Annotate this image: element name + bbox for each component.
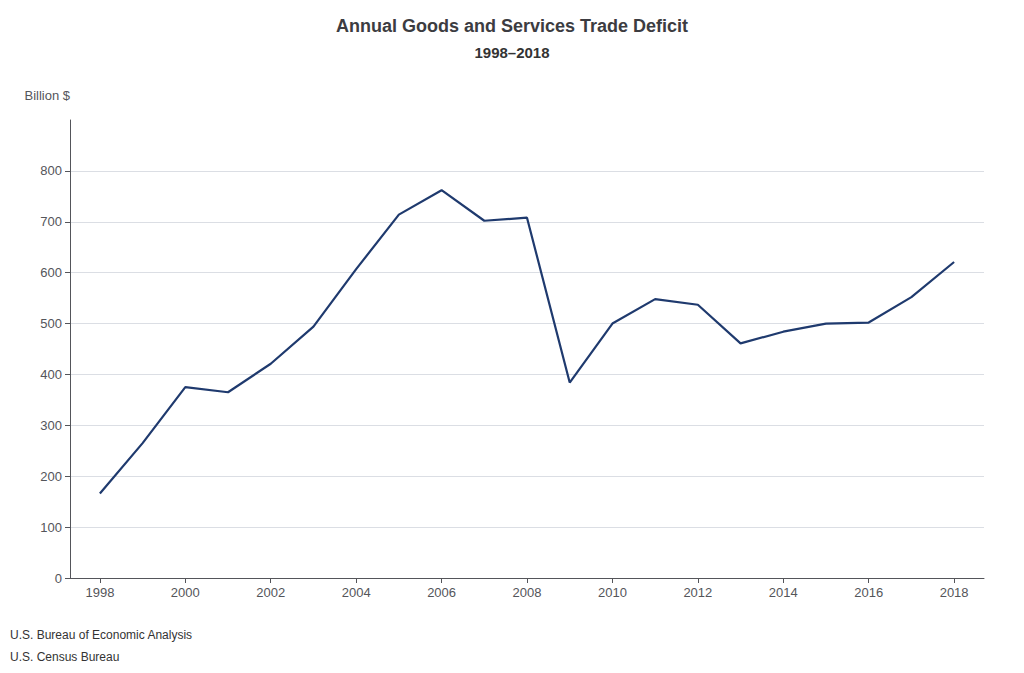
svg-text:700: 700	[40, 214, 62, 229]
svg-text:600: 600	[40, 265, 62, 280]
svg-text:400: 400	[40, 367, 62, 382]
svg-text:800: 800	[40, 163, 62, 178]
svg-text:2014: 2014	[769, 585, 798, 600]
svg-text:1998–2018: 1998–2018	[474, 44, 549, 61]
svg-text:Billion $: Billion $	[24, 88, 70, 103]
svg-text:2000: 2000	[171, 585, 200, 600]
svg-text:U.S. Census Bureau: U.S. Census Bureau	[10, 650, 119, 664]
svg-text:2004: 2004	[342, 585, 371, 600]
svg-text:2002: 2002	[256, 585, 285, 600]
svg-text:1998: 1998	[85, 585, 114, 600]
svg-text:2016: 2016	[854, 585, 883, 600]
svg-text:2012: 2012	[683, 585, 712, 600]
svg-text:100: 100	[40, 520, 62, 535]
svg-text:2006: 2006	[427, 585, 456, 600]
svg-text:200: 200	[40, 469, 62, 484]
svg-text:500: 500	[40, 316, 62, 331]
svg-text:2018: 2018	[940, 585, 969, 600]
svg-text:2008: 2008	[513, 585, 542, 600]
svg-text:2010: 2010	[598, 585, 627, 600]
svg-text:300: 300	[40, 418, 62, 433]
svg-text:U.S. Bureau of Economic Analys: U.S. Bureau of Economic Analysis	[10, 628, 192, 642]
svg-text:0: 0	[55, 571, 62, 586]
svg-text:Annual Goods and Services Trad: Annual Goods and Services Trade Deficit	[336, 16, 688, 36]
